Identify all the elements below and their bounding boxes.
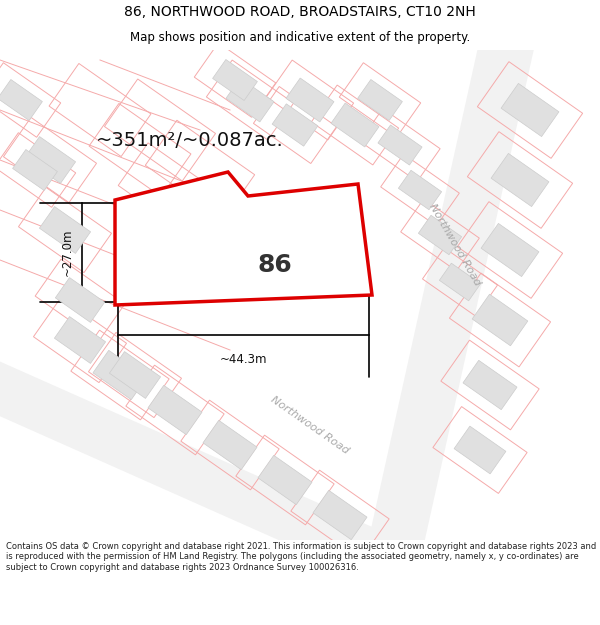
Polygon shape <box>55 317 106 363</box>
Text: Contains OS data © Crown copyright and database right 2021. This information is : Contains OS data © Crown copyright and d… <box>6 542 596 571</box>
Polygon shape <box>0 79 43 121</box>
Polygon shape <box>418 215 461 255</box>
Polygon shape <box>55 278 104 322</box>
Text: 86: 86 <box>257 253 292 277</box>
Text: Northwood Road: Northwood Road <box>427 202 482 288</box>
Text: Northwood Road: Northwood Road <box>269 394 351 456</box>
Polygon shape <box>313 491 367 539</box>
Polygon shape <box>25 137 76 183</box>
Polygon shape <box>203 421 257 469</box>
Polygon shape <box>272 104 318 146</box>
Polygon shape <box>0 357 530 625</box>
Polygon shape <box>331 103 379 147</box>
Text: ~44.3m: ~44.3m <box>220 353 267 366</box>
Polygon shape <box>439 263 481 301</box>
Polygon shape <box>226 78 274 122</box>
Text: ~351m²/~0.087ac.: ~351m²/~0.087ac. <box>96 131 284 149</box>
Text: Map shows position and indicative extent of the property.: Map shows position and indicative extent… <box>130 31 470 44</box>
Text: 86, NORTHWOOD ROAD, BROADSTAIRS, CT10 2NH: 86, NORTHWOOD ROAD, BROADSTAIRS, CT10 2N… <box>124 6 476 19</box>
Polygon shape <box>13 149 58 191</box>
Polygon shape <box>258 456 312 504</box>
Polygon shape <box>93 351 147 399</box>
Polygon shape <box>472 294 528 346</box>
Polygon shape <box>363 24 537 576</box>
Polygon shape <box>463 361 517 409</box>
Polygon shape <box>491 153 549 207</box>
Polygon shape <box>378 125 422 165</box>
Polygon shape <box>454 426 506 474</box>
Polygon shape <box>286 78 334 122</box>
Polygon shape <box>109 352 161 398</box>
Polygon shape <box>115 172 372 305</box>
Polygon shape <box>481 223 539 277</box>
Polygon shape <box>358 79 403 121</box>
Polygon shape <box>398 170 442 210</box>
Text: ~27.0m: ~27.0m <box>61 229 74 276</box>
Polygon shape <box>148 386 202 434</box>
Polygon shape <box>501 83 559 137</box>
Polygon shape <box>40 207 91 253</box>
Polygon shape <box>212 59 257 101</box>
